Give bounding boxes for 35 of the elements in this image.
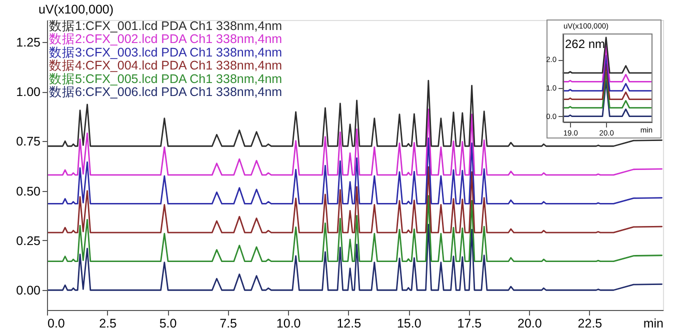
x-tick-label: 5.0 (159, 316, 177, 330)
line-series (562, 63, 652, 100)
y-tick-label: 1.25 (16, 35, 41, 50)
y-tick-label: 1.00 (16, 85, 41, 100)
x-tick-label: 10.0 (276, 316, 301, 330)
line-series (47, 224, 662, 291)
line-series (562, 36, 652, 74)
text: 数据4:CFX_004.lcd PDA Ch1 338nm,4nm (49, 58, 282, 73)
x-tick-label: 15.0 (396, 316, 422, 330)
y-tick-label: 0.50 (16, 184, 41, 198)
x-tick-label: 2.5 (99, 316, 117, 330)
x-tick-label: 0.0 (48, 316, 65, 330)
line-series (47, 137, 662, 204)
y-axis-title: uV(x100,000) (38, 2, 114, 16)
y-tick-label: 0.00 (16, 284, 41, 298)
line-series (47, 108, 662, 176)
x-tick-label: 17.5 (457, 316, 482, 330)
line-series (47, 166, 662, 234)
annotation: 262 nm (565, 37, 606, 51)
x-tick-label: 12.5 (336, 316, 362, 330)
line-series (562, 72, 652, 109)
x-tick-label: 20.0 (518, 316, 542, 330)
text: 数据6:CFX_006.lcd PDA Ch1 338nm,4nm (49, 85, 282, 99)
y-tick-label: 0.75 (16, 134, 41, 149)
x-tick-label: 7.5 (220, 316, 238, 330)
x-tick-label: 22.5 (578, 316, 602, 330)
x-axis-title: min (643, 316, 664, 330)
text: 数据5:CFX_005.lcd PDA Ch1 338nm,4nm (49, 72, 282, 86)
line-series (562, 80, 652, 118)
line-series (47, 195, 662, 262)
y-tick-label: 0.25 (16, 234, 41, 248)
text: 数据1:CFX_001.lcd PDA Ch1 338nm,4nm (49, 19, 282, 33)
text: 数据2:CFX_002.lcd PDA Ch1 338nm,4nm (49, 32, 282, 46)
line-series (562, 54, 652, 92)
text: 数据3:CFX_003.lcd PDA Ch1 338nm,4nm (49, 45, 282, 60)
